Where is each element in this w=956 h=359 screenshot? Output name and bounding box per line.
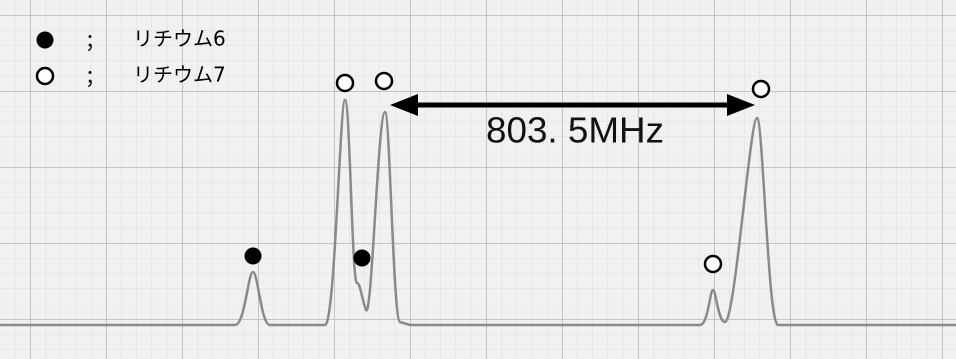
li7-marker — [337, 75, 353, 91]
legend-label: リチウム6 — [133, 27, 226, 51]
spectrum-figure: ； リチウム6 ； リチウム7 803. 5MHz — [0, 0, 956, 359]
legend-open-marker — [37, 68, 53, 84]
legend-separator: ； — [85, 29, 105, 53]
page: {"legend": [{"separator": "；", "label": … — [0, 0, 956, 359]
legend-filled-marker — [37, 32, 54, 49]
li7-marker — [376, 73, 392, 89]
li6-marker — [354, 250, 371, 267]
major-grid — [0, 0, 956, 359]
li6-marker — [245, 248, 262, 265]
li7-marker — [753, 81, 769, 97]
legend-label: リチウム7 — [133, 63, 226, 87]
li7-marker — [705, 256, 721, 272]
legend-separator: ； — [85, 65, 105, 89]
splitting-label: 803. 5MHz — [486, 110, 664, 151]
